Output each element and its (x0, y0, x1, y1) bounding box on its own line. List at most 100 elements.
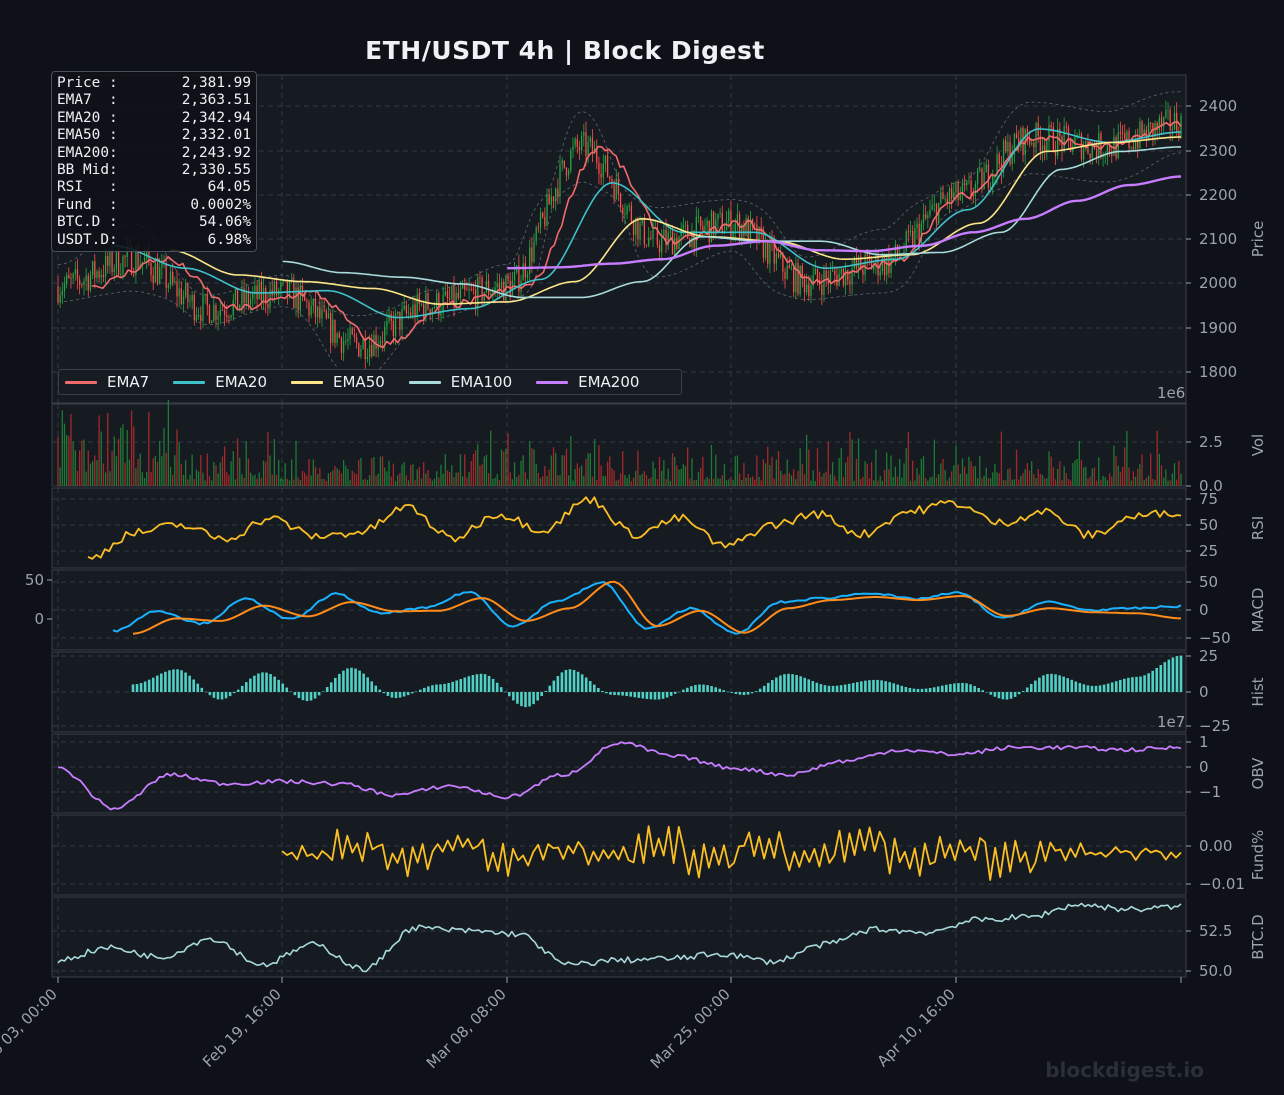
volume-bar (879, 476, 881, 486)
volume-bar (375, 475, 377, 486)
hist-bar (135, 684, 139, 692)
candle-body (775, 253, 778, 264)
candle-body (492, 291, 494, 295)
candle-body (156, 263, 159, 285)
volume-bar (481, 464, 483, 486)
volume-bar (159, 440, 161, 486)
volume-bar (674, 456, 676, 486)
candle-body (842, 268, 845, 286)
candle-body (745, 218, 747, 236)
volume-bar (987, 478, 990, 486)
y-tick-label: −0.01 (1199, 875, 1245, 893)
volume-bar (323, 478, 325, 486)
candle-body (72, 273, 74, 279)
candle-body (377, 344, 379, 349)
volume-bar (1078, 440, 1080, 486)
candle-body (574, 138, 576, 146)
candle-body (632, 221, 635, 235)
candle-body (894, 244, 897, 258)
candle-body (1126, 131, 1128, 139)
candle-body (622, 207, 624, 215)
volume-bar (645, 475, 648, 486)
candle-body (1009, 141, 1011, 165)
volume-bar (777, 451, 780, 486)
volume-bar (1011, 479, 1013, 486)
candle-body (167, 285, 170, 288)
volume-bar (968, 456, 970, 486)
hist-bar (576, 671, 580, 692)
volume-bar (327, 473, 330, 486)
info-row-ema20: EMA20 :2,342.94 (57, 109, 251, 126)
volume-bar (953, 465, 955, 486)
candle-body (254, 285, 256, 294)
candle-body (890, 257, 892, 274)
candle-body (609, 176, 611, 179)
hist-bar (483, 674, 487, 692)
hist-bar (301, 692, 305, 701)
volume-bar (74, 450, 76, 486)
hist-bar (920, 688, 924, 692)
candle-body (474, 289, 477, 309)
volume-bar (1108, 473, 1111, 486)
hist-bar (427, 686, 430, 692)
candle-body (855, 258, 858, 269)
volume-bar (423, 461, 425, 486)
volume-bar (899, 458, 901, 486)
hist-bar (722, 690, 726, 692)
volume-bar (1167, 480, 1169, 486)
candle-body (1089, 153, 1091, 158)
volume-bar (780, 470, 782, 486)
candle-body (619, 193, 622, 208)
candle-body (1011, 154, 1013, 165)
volume-bar (1000, 431, 1003, 486)
candle-body (373, 335, 375, 357)
hist-bar (771, 680, 774, 692)
candle-body (576, 138, 578, 148)
hist-bar (932, 687, 936, 692)
ema-line-ema100 (282, 146, 1181, 299)
volume-bar (981, 478, 983, 486)
volume-bar (78, 450, 81, 486)
candle-body (968, 180, 970, 182)
y-tick-label: 1 (1199, 733, 1209, 751)
candle-body (1147, 122, 1150, 141)
volume-bar (974, 466, 977, 486)
volume-bar (403, 461, 405, 486)
candle-body (769, 239, 771, 264)
candle-body (591, 137, 594, 154)
hist-bar (609, 692, 612, 695)
candle-body (433, 307, 436, 309)
candle-body (362, 339, 364, 349)
candle-body (950, 188, 953, 199)
funding-line (281, 825, 1182, 881)
candle-body (1160, 117, 1163, 127)
hist-bar (1038, 677, 1041, 692)
hist-bar (491, 678, 495, 692)
volume-bar (922, 456, 925, 486)
hist-bar (847, 683, 851, 692)
volume-bar (516, 477, 518, 486)
candle-body (104, 255, 107, 277)
hist-bar (188, 675, 191, 692)
candle-body (1041, 145, 1044, 152)
volume-bar (390, 476, 392, 486)
volume-bar (329, 472, 332, 486)
y-tick-label: 75 (1199, 490, 1218, 508)
candle-body (656, 227, 659, 245)
candle-body (944, 198, 946, 200)
candle-body (57, 286, 59, 302)
volume-bar (1139, 464, 1141, 486)
hist-bar (795, 675, 798, 692)
hist-bar (835, 685, 839, 692)
hist-bar (1025, 687, 1029, 692)
candle-body (1158, 117, 1161, 131)
info-box: Price :2,381.99 EMA7 :2,363.51 EMA20 :2,… (51, 71, 257, 252)
volume-bar (615, 480, 617, 486)
candle-body (844, 270, 847, 286)
hist-bar (265, 672, 268, 692)
volume-bar (126, 429, 128, 486)
candle-body (712, 211, 715, 235)
volume-bar (1098, 457, 1100, 486)
volume-bar (336, 468, 338, 486)
candle-body (1074, 137, 1076, 147)
